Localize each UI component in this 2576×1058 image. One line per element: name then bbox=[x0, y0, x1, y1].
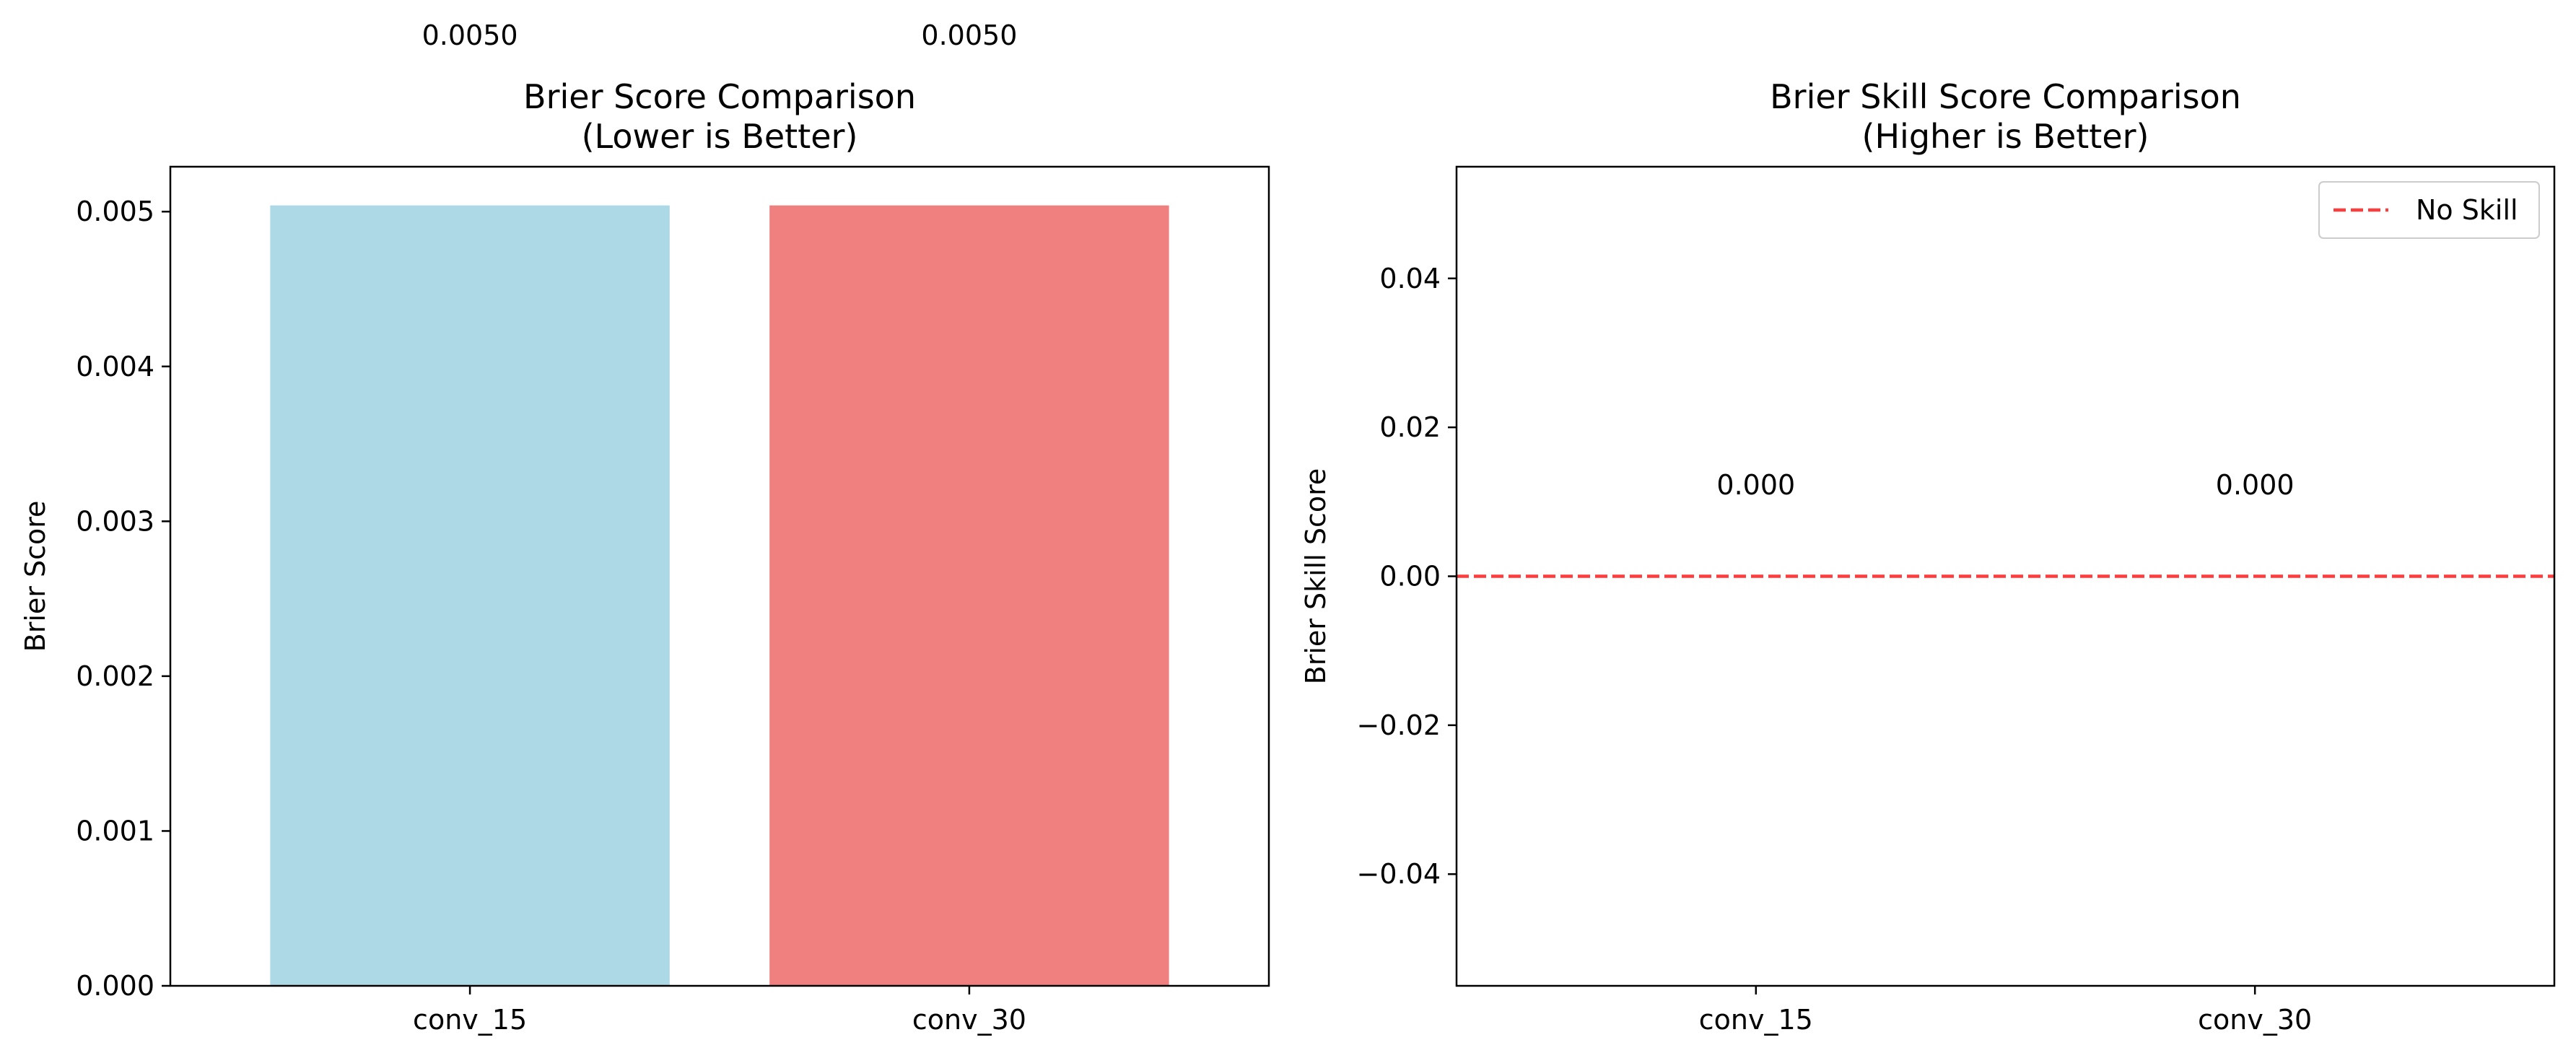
bar-value-label: 0.0050 bbox=[422, 19, 518, 51]
y-tick-label: −0.04 bbox=[1357, 858, 1441, 890]
chart-panel-2: 0.000 0.000 −0.04 −0.02 0.00 0.02 0.04 conv_15 c… bbox=[1300, 77, 2556, 1036]
bar-conv_15 bbox=[270, 205, 670, 987]
bar-value-label: 0.0050 bbox=[921, 19, 1017, 51]
y-tick-label: 0.002 bbox=[76, 660, 154, 692]
axes-frame bbox=[169, 165, 1270, 987]
legend: No Skill bbox=[2318, 181, 2540, 239]
x-tick-label: conv_15 bbox=[1699, 1004, 1813, 1036]
legend-label: No Skill bbox=[2416, 194, 2518, 226]
y-axis-label: Brier Skill Score bbox=[1300, 468, 1332, 685]
bar-conv_30 bbox=[769, 205, 1169, 987]
y-tick-label: 0.001 bbox=[76, 815, 154, 847]
x-tick-label: conv_30 bbox=[912, 1004, 1026, 1036]
chart-title-line-2: (Lower is Better) bbox=[582, 117, 858, 156]
bar-value-label: 0.000 bbox=[2216, 469, 2295, 501]
y-tick-label: 0.04 bbox=[1379, 263, 1441, 294]
bar-value-label: 0.000 bbox=[1716, 469, 1795, 501]
y-tick-label: −0.02 bbox=[1357, 709, 1441, 741]
chart-title-line-1: Brier Score Comparison bbox=[523, 77, 916, 116]
y-tick-label: 0.000 bbox=[76, 970, 154, 1002]
chart-panel-1: 0.0050 0.0050 0.000 0.001 0.002 0.003 0.004 0.0… bbox=[19, 19, 1270, 1036]
chart-title-line-1: Brier Skill Score Comparison bbox=[1770, 77, 2241, 116]
y-tick-label: 0.003 bbox=[76, 505, 154, 537]
legend-box bbox=[2318, 181, 2540, 239]
chart-title-line-2: (Higher is Better) bbox=[1862, 117, 2149, 156]
y-tick-label: 0.005 bbox=[76, 196, 154, 227]
y-axis-label: Brier Score bbox=[19, 501, 51, 652]
y-tick-label: 0.00 bbox=[1379, 561, 1441, 593]
y-tick-label: 0.004 bbox=[76, 351, 154, 382]
x-tick-label: conv_15 bbox=[413, 1004, 527, 1036]
y-tick-label: 0.02 bbox=[1379, 411, 1441, 443]
x-tick-label: conv_30 bbox=[2198, 1004, 2312, 1036]
